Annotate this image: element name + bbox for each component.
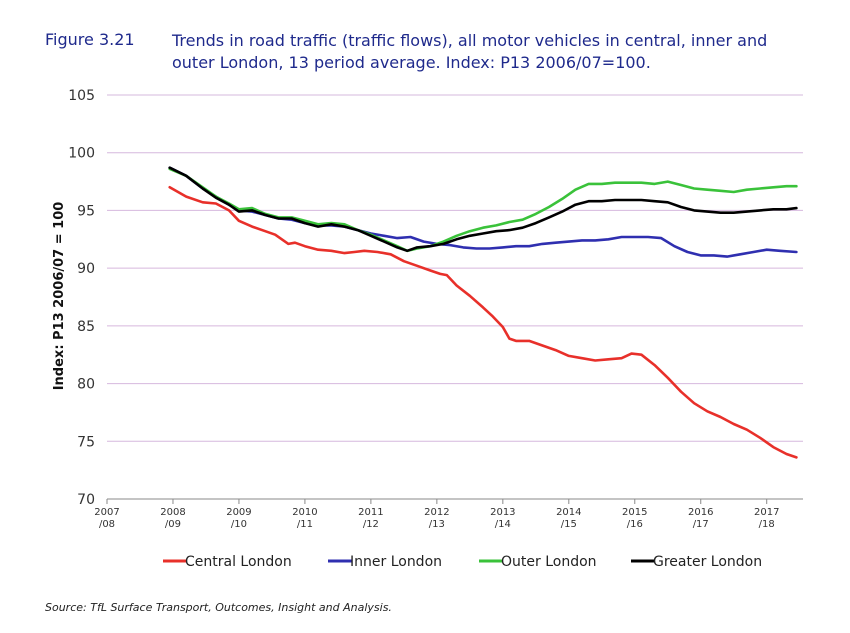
y-tick-label: 90 xyxy=(77,261,95,277)
x-tick-label: 2012/13 xyxy=(424,507,449,530)
y-tick-label: 80 xyxy=(77,377,95,393)
legend-label-outer-london: Outer London xyxy=(501,554,597,570)
y-axis: 70 75 80 85 90 95 100 105 xyxy=(68,88,95,508)
figure-label: Figure 3.21 xyxy=(45,30,135,49)
gridlines xyxy=(107,94,803,500)
x-tick-label: 2007/08 xyxy=(94,507,119,530)
series-line-greater-london xyxy=(168,166,798,253)
x-tick-label: 2008/09 xyxy=(160,507,185,530)
y-tick-label: 95 xyxy=(77,203,95,219)
series-line-central-london xyxy=(168,186,798,459)
x-tick-label: 2011/12 xyxy=(358,507,383,530)
x-tick-label: 2016/17 xyxy=(688,507,713,530)
x-tick-label: 2017/18 xyxy=(754,507,779,530)
x-tick-label: 2013/14 xyxy=(490,507,515,530)
y-tick-label: 100 xyxy=(68,146,95,162)
legend-label-central-london: Central London xyxy=(185,554,292,570)
x-tick-label: 2010/11 xyxy=(292,507,317,530)
y-tick-label: 85 xyxy=(77,319,95,335)
y-tick-label: 75 xyxy=(77,434,95,450)
series-lines xyxy=(168,166,798,459)
legend: Central London Inner London Outer London Gr… xyxy=(163,554,762,570)
y-tick-label: 70 xyxy=(77,492,95,508)
y-tick-label: 105 xyxy=(68,88,95,104)
x-tick-label: 2009/10 xyxy=(226,507,251,530)
y-axis-label: Index: P13 2006/07 = 100 xyxy=(52,202,67,391)
x-axis: 2007/08 2008/09 2009/10 2010/11 2011/12 2012/… xyxy=(94,499,779,530)
chart-title: Trends in road traffic (traffic flows), … xyxy=(172,31,768,72)
legend-label-greater-london: Greater London xyxy=(653,554,762,570)
legend-label-inner-london: Inner London xyxy=(350,554,442,570)
source-note: Source: TfL Surface Transport, Outcomes,… xyxy=(45,601,392,614)
x-tick-label: 2015/16 xyxy=(622,507,647,530)
x-tick-label: 2014/15 xyxy=(556,507,581,530)
